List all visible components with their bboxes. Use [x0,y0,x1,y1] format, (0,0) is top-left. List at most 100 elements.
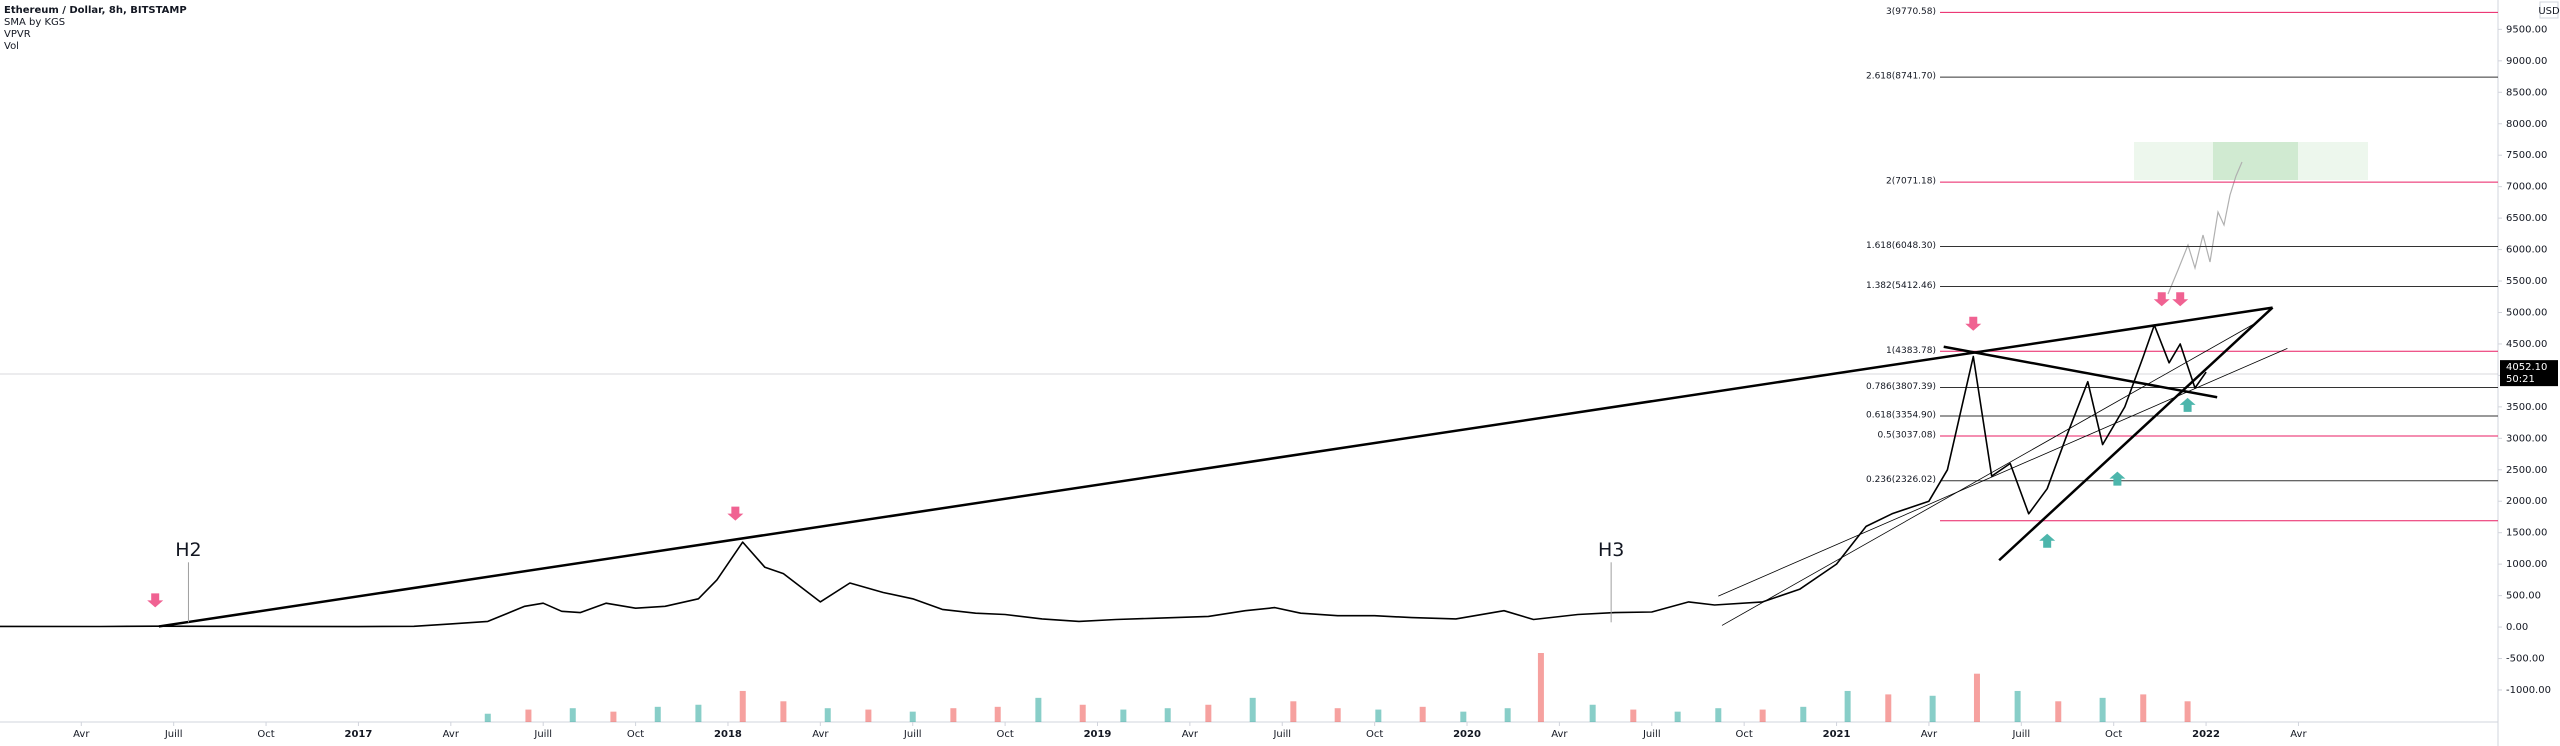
volume-bar [824,708,831,722]
y-tick-label: 6000.00 [2506,245,2547,256]
volume-bar [525,709,532,722]
x-tick-label: Oct [996,729,1013,740]
arrow-marker [1965,316,1982,331]
y-tick-label: 7000.00 [2506,182,2547,193]
volume-bar [1885,694,1892,722]
volume-bar [1164,708,1171,722]
volume-bar [780,701,787,722]
volume-bar [1800,706,1807,722]
y-tick-label: 7500.00 [2506,150,2547,161]
x-tick-label: Oct [257,729,274,740]
x-tick-label: Juill [2011,729,2030,740]
y-tick-label: 500.00 [2506,591,2541,602]
arrow-marker [2179,397,2196,412]
volume-bar [484,713,491,722]
volume-bar [1334,708,1341,722]
trendline [1718,347,2288,597]
x-tick-label: Oct [2105,729,2122,740]
volume-bar [610,711,617,722]
fib-label: 2.618(8741.70) [1866,72,1936,82]
volume-bar [1205,704,1212,722]
arrow-marker [2039,533,2056,548]
x-tick-label: 2018 [714,729,742,740]
volume-bar [1504,708,1511,722]
last-price-box [2500,360,2558,387]
arrow-marker [2153,292,2170,307]
y-tick-label: 8500.00 [2506,87,2547,98]
x-tick-label: Oct [627,729,644,740]
arrow-marker [147,593,164,608]
y-tick-label: 9000.00 [2506,56,2547,67]
x-tick-label: Avr [812,729,829,740]
volume-bar [1079,704,1086,722]
volume-bar [1715,708,1722,722]
fib-label: 0.618(3354.90) [1866,410,1936,420]
annotation: H3 [1598,539,1624,561]
volume-bar [1537,653,1544,722]
x-tick-label: 2022 [2192,729,2220,740]
volume-bar [695,704,702,722]
x-tick-label: Juill [1272,729,1291,740]
volume-bar [1120,709,1127,722]
y-tick-label: 0.00 [2506,622,2528,633]
x-tick-label: Juill [164,729,183,740]
x-tick-label: Juill [533,729,552,740]
fib-label: 1.382(5412.46) [1866,281,1936,291]
price-line [0,324,2207,628]
trendline [158,306,2273,628]
currency-box[interactable] [2539,1,2559,19]
volume-bar [1419,706,1426,722]
y-tick-label: 6500.00 [2506,213,2547,224]
volume-bar [994,706,1001,722]
volume-bar [1973,673,1980,722]
x-tick-label: Avr [1921,729,1938,740]
symbol-title: Ethereum / Dollar, 8h, BITSTAMP [4,5,187,16]
y-tick-label: 2000.00 [2506,496,2547,507]
x-tick-label: Juill [903,729,922,740]
x-tick-label: Juill [1642,729,1661,740]
y-tick-label: 1000.00 [2506,559,2547,570]
fib-label: 0.5(3037.08) [1877,430,1936,440]
indicator: VPVR [4,29,31,40]
fib-label: 3(9770.58) [1886,7,1936,17]
fib-label: 2(7071.18) [1886,177,1936,187]
volume-bar [654,706,661,722]
volume-bar [2184,701,2191,722]
y-tick-label: -500.00 [2506,654,2545,665]
y-tick-label: 2500.00 [2506,465,2547,476]
volume-bar [2014,690,2021,722]
volume-bar [1589,704,1596,722]
x-tick-label: Avr [1551,729,1568,740]
y-tick-label: 3500.00 [2506,402,2547,413]
volume-bar [2055,701,2062,722]
indicator: SMA by KGS [4,17,65,28]
fib-label: 1.618(6048.30) [1866,241,1936,251]
volume-bar [1844,690,1851,722]
x-tick-label: Avr [2290,729,2307,740]
x-tick-label: Avr [1182,729,1199,740]
arrow-marker [2109,471,2126,486]
x-tick-label: 2020 [1453,729,1481,740]
volume-bar [1759,709,1766,722]
y-tick-label: 4500.00 [2506,339,2547,350]
y-tick-label: 5500.00 [2506,276,2547,287]
x-tick-label: 2019 [1084,729,1112,740]
volume-bar [1929,695,1936,722]
last-price: 4052.10 [2506,362,2547,373]
y-tick-label: -1000.00 [2506,685,2551,696]
arrow-marker [2172,292,2189,307]
projection-path [2167,161,2243,295]
target-zone-core [2213,142,2298,180]
x-tick-label: 2017 [345,729,373,740]
trendline [1998,306,2274,562]
volume-bar [1035,697,1042,722]
volume-bar [2099,697,2106,722]
y-tick-label: 9500.00 [2506,24,2547,35]
indicator: Vol [4,41,19,52]
volume-bar [950,708,957,722]
trendline [1721,323,2255,626]
volume-bar [1290,701,1297,722]
volume-bar [1375,709,1382,722]
